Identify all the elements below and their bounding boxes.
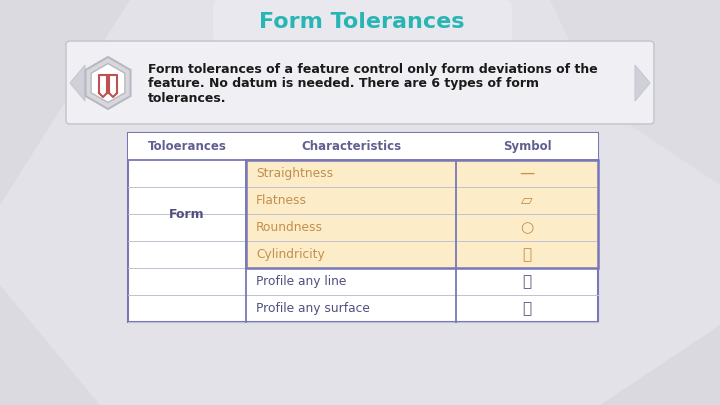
FancyBboxPatch shape	[213, 0, 512, 44]
Text: Profile any line: Profile any line	[256, 275, 346, 288]
Polygon shape	[0, 285, 100, 405]
Polygon shape	[70, 65, 85, 101]
Text: Profile any surface: Profile any surface	[256, 302, 370, 315]
Text: Roundness: Roundness	[256, 221, 323, 234]
FancyBboxPatch shape	[66, 41, 654, 124]
Bar	[246, 241, 598, 268]
Text: ○: ○	[521, 220, 534, 235]
Polygon shape	[91, 64, 125, 102]
Polygon shape	[600, 325, 720, 405]
Bar	[128, 133, 598, 322]
Text: Form Tolerances: Form Tolerances	[259, 12, 464, 32]
Text: Cylindricity: Cylindricity	[256, 248, 325, 261]
Bar	[246, 214, 598, 241]
Text: Straightness: Straightness	[256, 167, 333, 180]
Text: ▱: ▱	[521, 193, 533, 208]
Text: Form tolerances of a feature control only form deviations of the: Form tolerances of a feature control onl…	[148, 64, 598, 77]
Polygon shape	[86, 57, 130, 109]
Text: Symbol: Symbol	[503, 140, 552, 153]
Bar	[246, 160, 598, 268]
Polygon shape	[0, 0, 130, 205]
Text: Toloerances: Toloerances	[148, 140, 226, 153]
Text: ⌭: ⌭	[523, 247, 531, 262]
Bar	[246, 160, 598, 187]
Text: feature. No datum is needed. There are 6 types of form: feature. No datum is needed. There are 6…	[148, 77, 539, 90]
Text: ⌓: ⌓	[523, 301, 531, 316]
Polygon shape	[550, 0, 720, 185]
Polygon shape	[635, 65, 650, 101]
Text: Characteristics: Characteristics	[301, 140, 401, 153]
Text: Form: Form	[169, 207, 204, 220]
Bar	[128, 133, 598, 160]
Text: Flatness: Flatness	[256, 194, 307, 207]
Bar	[246, 187, 598, 214]
Text: tolerances.: tolerances.	[148, 92, 227, 104]
Text: —: —	[519, 166, 535, 181]
Text: ⌒: ⌒	[523, 274, 531, 289]
